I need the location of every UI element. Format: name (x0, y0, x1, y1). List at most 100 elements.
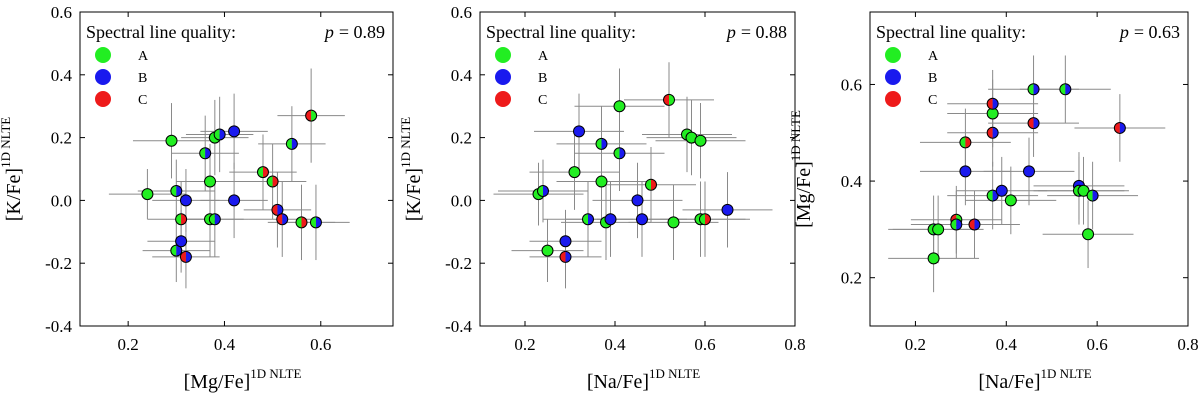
p-symbol: p (1118, 22, 1129, 42)
y-tick-label: -0.2 (45, 254, 72, 273)
x-axis-label-sup: 1D NLTE (649, 366, 700, 381)
marker-left-half (175, 213, 182, 225)
x-tick-label: 0.8 (784, 335, 805, 354)
marker-left-half (1087, 190, 1093, 202)
data-point (1113, 121, 1126, 134)
data-point (595, 175, 608, 188)
legend-label-B: B (538, 71, 547, 86)
x-tick-label: 0.8 (1177, 335, 1198, 354)
data-point (932, 223, 945, 236)
y-axis-label-sup: 1D NLTE (398, 117, 413, 168)
marker-left-half (310, 216, 316, 228)
legend: Spectral line quality: ABC (86, 22, 236, 108)
marker-left-half (1028, 83, 1034, 95)
data-point (950, 218, 963, 231)
marker-right-half (1033, 117, 1040, 129)
marker-outline (986, 126, 999, 139)
marker-left-half (305, 110, 312, 122)
y-tick-label: 0.2 (841, 269, 862, 288)
marker-A (613, 100, 626, 113)
marker-right-half (185, 251, 192, 263)
marker-right-half (965, 136, 971, 148)
legend-marker-B (95, 69, 111, 85)
marker-outline (256, 166, 269, 179)
x-axis-label-sup: 1D NLTE (250, 366, 301, 381)
y-axis-label-main: [Mg/Fe] (793, 161, 815, 228)
marker-B (179, 194, 192, 207)
panel-left: 0.2 0.4 0.6 -0.4 -0.2 0.0 0.2 0.4 0.6 Spectral li… (0, 3, 394, 393)
data-point (537, 184, 549, 197)
legend-label-C: C (138, 93, 147, 108)
y-axis-label: [Mg/Fe]1D NLTE (788, 110, 815, 228)
data-point (1004, 194, 1017, 207)
y-tick-label: 0.4 (841, 172, 863, 191)
marker-B (573, 125, 585, 138)
data-point (276, 213, 289, 226)
marker-A (694, 134, 707, 147)
marker-right-half (705, 213, 711, 225)
data-point (559, 250, 572, 263)
x-axis-label-main: [Na/Fe] (587, 371, 649, 393)
marker-outline (559, 250, 572, 263)
x-axis-label-sup: 1D NLTE (1041, 366, 1092, 381)
marker-outline (305, 109, 318, 122)
legend-marker-A (95, 47, 111, 63)
marker-outline (208, 213, 221, 226)
y-tick-label: 0.0 (451, 191, 472, 210)
plot-frame (869, 11, 1189, 327)
x-tick-label: 0.6 (310, 335, 331, 354)
legend-marker-A (495, 47, 511, 63)
legend-label-C: C (928, 93, 937, 108)
data-point (213, 128, 226, 141)
error-bars (493, 62, 773, 289)
legend: Spectral line quality: ABC (876, 22, 1026, 108)
legend-title: Spectral line quality: (876, 22, 1026, 42)
marker-B (228, 125, 241, 138)
data-point (573, 125, 585, 138)
marker-outline (968, 218, 981, 231)
data-point (1059, 83, 1072, 96)
data-point (968, 218, 981, 231)
marker-right-half (262, 166, 269, 178)
data-point (613, 147, 626, 160)
data-point (694, 134, 707, 147)
y-tick-label: 0.4 (451, 66, 473, 85)
marker-outline (595, 137, 608, 150)
marker-outline (537, 184, 549, 197)
marker-left-half (959, 136, 966, 148)
marker-right-half (219, 128, 226, 140)
marker-B (175, 235, 188, 248)
legend-marker-B (495, 69, 511, 85)
marker-outline (285, 137, 298, 150)
x-tick-label: 0.4 (214, 335, 236, 354)
data-point (295, 216, 308, 229)
p-value: p = 0.63 (1118, 22, 1180, 42)
data-point (175, 213, 188, 226)
data-point (141, 188, 154, 201)
data-point (170, 184, 183, 197)
legend-label-A: A (928, 49, 939, 64)
p-number: = 0.88 (741, 22, 787, 42)
marker-left-half (950, 219, 957, 231)
marker-right-half (176, 185, 182, 197)
marker-left-half (699, 213, 705, 225)
marker-outline (986, 189, 999, 202)
p-number: = 0.63 (1134, 22, 1180, 42)
marker-left-half (214, 128, 220, 140)
marker-outline (266, 175, 279, 188)
marker-A (568, 166, 581, 179)
marker-right-half (974, 219, 980, 231)
p-value: p = 0.88 (725, 22, 787, 42)
data-point (959, 165, 972, 178)
marker-outline (175, 213, 188, 226)
data-point (604, 213, 617, 226)
data-point (309, 216, 322, 229)
legend-marker-C (495, 91, 511, 107)
marker-right-half (619, 147, 625, 159)
ticks: 0.2 0.4 0.6 -0.4 -0.2 0.0 0.2 0.4 0.6 (45, 3, 393, 354)
marker-left-half (170, 185, 177, 197)
data-point (559, 235, 572, 248)
marker-outline (1113, 121, 1126, 134)
marker-A (541, 244, 554, 257)
marker-outline (1027, 117, 1040, 130)
